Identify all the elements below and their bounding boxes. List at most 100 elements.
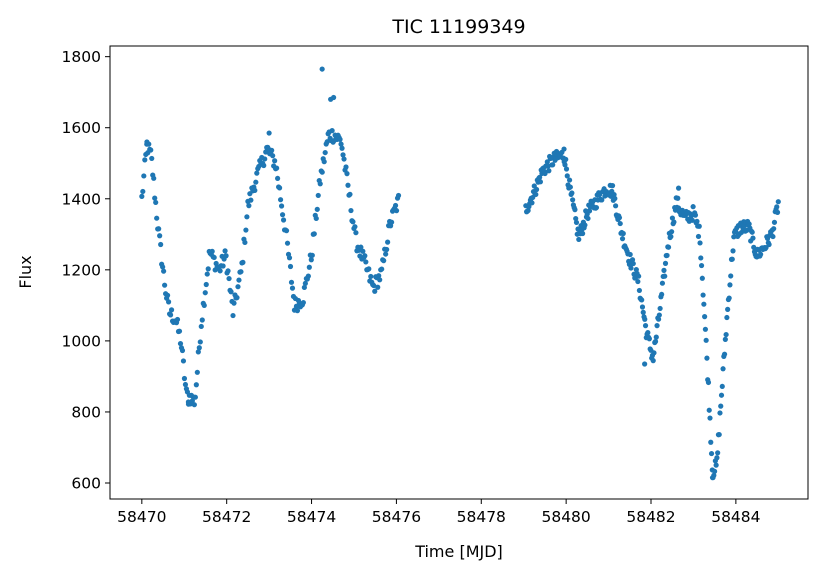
data-point [289, 285, 296, 291]
data-point [569, 190, 575, 196]
data-point [771, 219, 778, 225]
data-point [570, 197, 576, 203]
data-point [771, 226, 777, 232]
data-point [344, 171, 350, 177]
y-tick-label: 600 [71, 475, 101, 493]
data-point [322, 149, 328, 156]
data-point [708, 450, 715, 457]
data-point [701, 301, 707, 307]
data-point [225, 268, 231, 274]
x-tick-label: 58484 [711, 508, 760, 526]
data-point [655, 316, 662, 322]
data-point [230, 312, 236, 319]
data-point [395, 192, 402, 199]
data-point [328, 96, 334, 102]
data-point [283, 228, 290, 234]
data-point [651, 350, 657, 356]
data-point [675, 185, 682, 191]
data-point [311, 231, 317, 237]
data-point [217, 268, 223, 274]
data-point [372, 288, 378, 294]
y-tick-label: 1600 [62, 119, 101, 137]
data-point [695, 233, 702, 240]
data-point [164, 292, 171, 298]
data-point [180, 358, 187, 364]
data-point [379, 266, 385, 272]
data-point [690, 204, 696, 210]
data-point [272, 158, 278, 164]
data-point [717, 410, 723, 416]
data-point [751, 244, 757, 250]
data-point [766, 241, 772, 248]
data-point [575, 226, 581, 232]
data-point [650, 358, 656, 364]
data-point [642, 361, 648, 367]
data-point [612, 195, 618, 202]
data-point [313, 215, 319, 222]
x-tick-label: 58476 [372, 508, 421, 526]
data-point [616, 215, 623, 221]
data-point [339, 145, 345, 151]
data-point [719, 383, 725, 390]
data-point [329, 128, 335, 134]
data-point [566, 177, 573, 183]
data-point [174, 316, 181, 323]
data-point [309, 252, 315, 258]
data-point [775, 199, 781, 205]
data-point [563, 166, 570, 172]
data-point [582, 222, 588, 228]
data-point [580, 230, 586, 237]
data-point [659, 280, 666, 286]
data-point [149, 155, 155, 162]
data-point [718, 403, 724, 409]
data-point [338, 141, 344, 147]
data-point [697, 240, 703, 246]
data-point [659, 291, 665, 298]
data-point [202, 290, 208, 296]
data-point [360, 248, 366, 254]
data-point [236, 277, 242, 283]
data-point [613, 203, 619, 209]
data-point [238, 269, 244, 275]
data-point [168, 307, 175, 313]
data-point [157, 233, 163, 239]
data-point [235, 284, 241, 290]
data-point [671, 219, 677, 225]
data-point [341, 156, 347, 162]
y-axis: 600 800 1000 1200 1400 1600 1800 [62, 48, 110, 493]
data-point [653, 334, 659, 340]
data-point [234, 295, 240, 301]
data-point [664, 252, 670, 259]
data-point [154, 215, 160, 221]
data-point [709, 475, 716, 481]
data-point [628, 265, 634, 271]
data-point [231, 300, 237, 306]
data-point [702, 314, 708, 320]
data-point [698, 255, 704, 261]
data-point [201, 302, 207, 309]
data-point [700, 292, 706, 298]
data-point [561, 146, 567, 152]
data-point [705, 379, 712, 386]
data-point [148, 147, 154, 153]
data-point [375, 284, 381, 290]
data-point [376, 273, 382, 279]
data-point [277, 185, 283, 191]
data-point [287, 263, 294, 270]
data-point [362, 253, 368, 259]
data-point [315, 192, 321, 199]
data-point [689, 217, 695, 223]
data-point [635, 278, 641, 285]
data-point [721, 351, 728, 357]
data-point [343, 164, 349, 170]
data-point [209, 248, 215, 254]
data-point [758, 251, 764, 257]
data-point [636, 273, 642, 279]
data-point [254, 170, 260, 176]
data-point [284, 240, 291, 246]
y-tick-label: 1800 [62, 48, 101, 66]
data-point [286, 255, 293, 261]
data-point [593, 204, 600, 211]
data-point [639, 304, 646, 310]
data-point [567, 184, 573, 190]
